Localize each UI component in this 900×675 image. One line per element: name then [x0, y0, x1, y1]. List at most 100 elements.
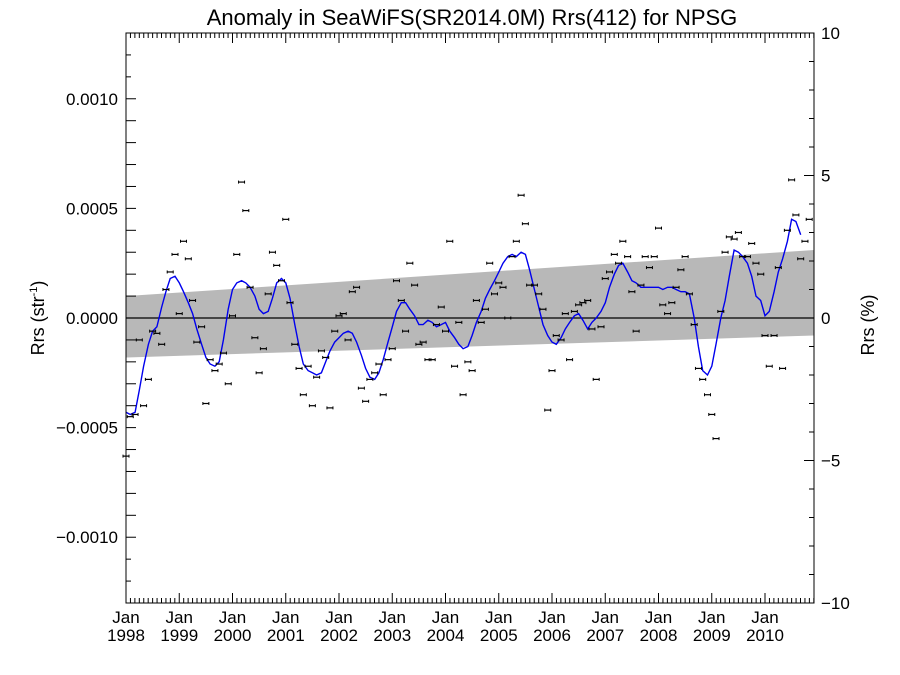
data-point [348, 290, 356, 294]
data-point [335, 314, 343, 318]
data-point [561, 312, 569, 316]
x-tick-label-year: 2000 [214, 626, 252, 645]
data-point [672, 285, 680, 289]
data-point [233, 252, 241, 256]
x-tick-label-month: Jan [112, 608, 139, 627]
data-point [539, 307, 547, 311]
x-axis: Jan1998Jan1999Jan2000Jan2001Jan2002Jan20… [107, 33, 815, 645]
x-tick-label-year: 2004 [427, 626, 465, 645]
x-tick-label-year: 2001 [267, 626, 305, 645]
data-point [734, 231, 742, 234]
data-point [730, 237, 738, 241]
data-point [162, 288, 170, 291]
left-axis: 0.0010 0.0005 0.0000 −0.0005 −0.0010 [56, 32, 136, 604]
data-point [211, 369, 219, 373]
data-point [712, 437, 720, 441]
data-point [677, 268, 685, 272]
data-points-layer [122, 178, 813, 458]
data-point [685, 292, 693, 296]
data-point [721, 250, 729, 254]
data-point [224, 382, 232, 386]
x-tick-label-year: 2006 [533, 626, 571, 645]
data-point [659, 303, 667, 307]
chart-title: Anomaly in SeaWiFS(SR2014.0M) Rrs(412) f… [207, 5, 738, 30]
data-point [592, 377, 600, 381]
data-point [153, 331, 161, 335]
right-tick-label: 10 [821, 24, 840, 43]
data-point [472, 298, 480, 302]
data-point [606, 270, 614, 274]
y-axis-label-left-main: Rrs (str [28, 296, 48, 355]
data-point [415, 342, 423, 346]
data-point [464, 360, 472, 364]
data-point [455, 320, 463, 324]
x-tick-label-year: 2003 [373, 626, 411, 645]
data-point [362, 399, 370, 403]
data-point [393, 279, 401, 283]
data-point [379, 393, 387, 397]
data-point [548, 369, 556, 373]
data-point [317, 349, 325, 353]
data-point [615, 261, 623, 265]
data-point [158, 342, 166, 346]
data-point [322, 355, 330, 359]
data-point [135, 338, 143, 342]
data-point [264, 292, 272, 296]
x-tick-label-month: Jan [698, 608, 725, 627]
x-tick-label-month: Jan [592, 608, 619, 627]
data-point [632, 329, 640, 333]
right-axis: 10 5 0 −5 −10 [804, 24, 850, 613]
data-point [579, 301, 587, 305]
data-point [748, 241, 756, 245]
left-tick-label: 0.0005 [66, 199, 118, 218]
right-tick-label: −10 [821, 594, 850, 613]
data-point [166, 270, 174, 274]
data-point [259, 347, 267, 351]
data-point [477, 320, 485, 324]
data-point [708, 412, 716, 416]
data-point [690, 323, 698, 327]
data-point [175, 312, 183, 316]
x-tick-label-month: Jan [485, 608, 512, 627]
data-point [681, 255, 689, 259]
data-point [805, 217, 813, 221]
data-point [219, 351, 227, 355]
data-point [286, 301, 294, 305]
data-point [703, 393, 711, 397]
data-point [308, 404, 316, 408]
data-point [504, 316, 512, 320]
data-point [521, 222, 529, 226]
y-axis-label-left-close: ) [28, 281, 48, 287]
data-point [131, 412, 139, 416]
left-tick-label: 0.0000 [66, 309, 118, 328]
data-point [588, 327, 596, 331]
data-point [490, 292, 498, 296]
data-point [339, 312, 347, 316]
data-point [238, 180, 246, 184]
data-point [251, 336, 259, 340]
data-point [530, 283, 538, 287]
data-point [499, 285, 507, 289]
data-point [601, 277, 609, 281]
data-point [597, 325, 605, 329]
data-point [304, 364, 312, 368]
x-tick-label-month: Jan [325, 608, 352, 627]
data-point [313, 375, 321, 379]
data-point [144, 377, 152, 381]
x-tick-label-year: 2010 [746, 626, 784, 645]
data-point [397, 298, 405, 302]
data-point [215, 362, 223, 366]
data-point [512, 239, 520, 243]
smooth-line [125, 218, 802, 416]
data-point [198, 325, 206, 329]
data-point [357, 386, 365, 390]
y-axis-label-left: Rrs (str-1) [28, 281, 48, 356]
data-point [202, 402, 210, 405]
data-point [411, 283, 419, 287]
y-axis-label-left-sup: -1 [28, 287, 40, 297]
data-point [699, 377, 707, 381]
data-point [641, 255, 649, 259]
right-tick-label: 5 [821, 167, 830, 186]
left-tick-label: −0.0010 [56, 528, 118, 547]
